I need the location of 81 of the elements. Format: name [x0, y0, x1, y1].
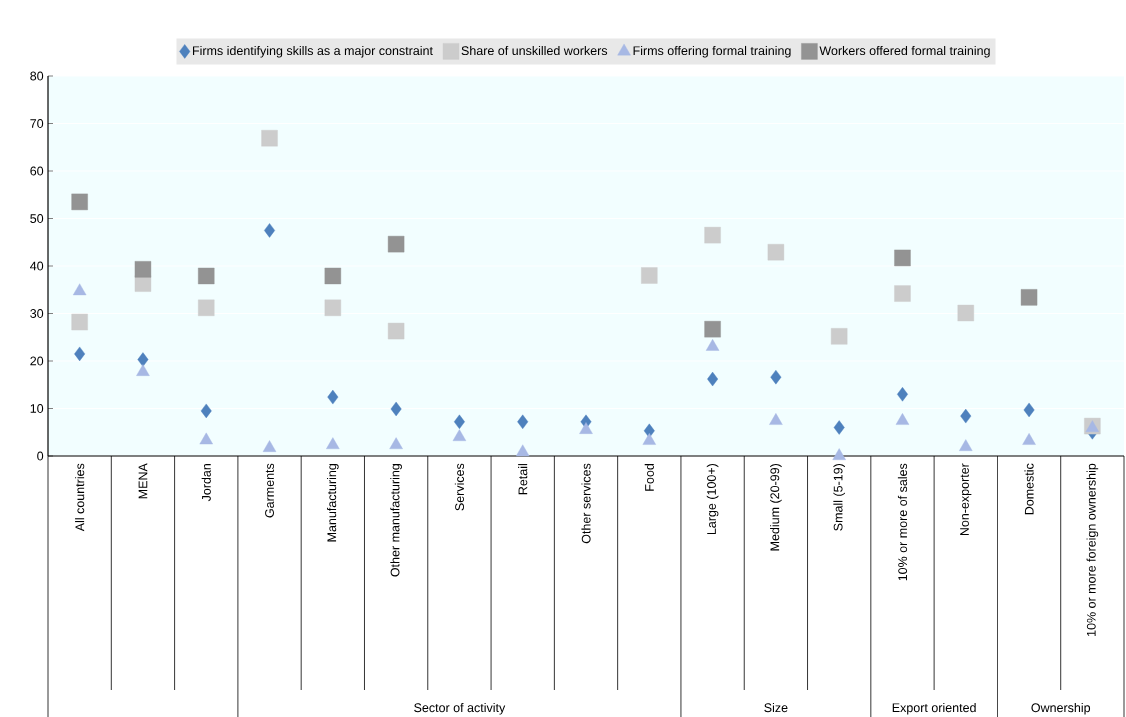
- point: [960, 408, 972, 424]
- point: [832, 448, 846, 460]
- x-tick-label: Services: [454, 463, 465, 511]
- point: [769, 412, 783, 425]
- y-tick-label: 50: [30, 213, 44, 223]
- x-tick-label: 10% or more of sales: [897, 463, 908, 581]
- point: [579, 421, 593, 434]
- point: [707, 371, 719, 387]
- y-tick-label: 20: [30, 356, 44, 366]
- x-tick-label: 10% or more foreign ownership: [1086, 463, 1099, 636]
- point: [830, 327, 848, 345]
- x-tick-label: Jordan: [201, 463, 211, 502]
- point: [199, 432, 213, 445]
- point: [517, 414, 529, 429]
- point: [516, 444, 530, 456]
- x-tick-label: Manufacturing: [327, 463, 339, 542]
- x-tick-label: Retail: [518, 463, 528, 494]
- point: [324, 299, 342, 316]
- point: [71, 193, 88, 210]
- legend-label: Workers offered formal training: [819, 45, 990, 58]
- point: [957, 304, 974, 322]
- point: [705, 338, 720, 351]
- point: [894, 285, 911, 302]
- point: [137, 352, 149, 367]
- point: [894, 249, 911, 266]
- point: [326, 437, 340, 449]
- point: [1020, 288, 1038, 306]
- point: [641, 267, 658, 284]
- text: Ownership: [1031, 702, 1091, 715]
- text: Sector of activity: [414, 702, 506, 715]
- x-tick-label: Medium (20-99): [770, 463, 782, 551]
- point: [895, 412, 910, 425]
- x-tick-label: Food: [644, 463, 654, 491]
- point: [134, 260, 152, 278]
- point: [767, 243, 785, 261]
- x-tick-label: Garments: [265, 463, 274, 518]
- point: [704, 226, 721, 244]
- y-tick-label: 10: [30, 403, 44, 413]
- legend-label: Firms offering formal training: [633, 45, 791, 58]
- x-tick-label: Large (100+): [706, 463, 719, 534]
- point: [833, 420, 845, 435]
- point: [198, 299, 215, 316]
- point: [136, 364, 150, 376]
- x-tick-label: Other manufacturing: [390, 463, 402, 577]
- x-tick-label: MENA: [138, 463, 148, 499]
- text: Export oriented: [892, 702, 976, 715]
- point: [327, 389, 339, 405]
- point: [71, 313, 88, 331]
- point: [642, 432, 656, 445]
- x-tick-label: Non-exporter: [960, 463, 972, 535]
- point: [198, 267, 215, 284]
- point: [74, 346, 86, 361]
- point: [200, 403, 212, 418]
- point: [390, 401, 402, 416]
- x-tick-label: Small (5-19): [833, 463, 846, 531]
- point: [452, 429, 467, 441]
- point: [1023, 402, 1035, 417]
- legend-label: Share of unskilled workers: [461, 45, 608, 55]
- text: Size: [764, 702, 788, 712]
- y-tick-label: 30: [30, 308, 44, 318]
- point: [387, 235, 405, 253]
- x-tick-label: Other services: [581, 463, 591, 543]
- point: [261, 129, 278, 147]
- point: [959, 439, 973, 451]
- point: [72, 283, 87, 295]
- y-tick-label: 0: [37, 451, 44, 461]
- point: [262, 440, 277, 452]
- point: [387, 322, 405, 340]
- x-tick-label: All countries: [75, 463, 85, 532]
- x-tick-label: Domestic: [1024, 463, 1034, 515]
- point: [704, 320, 721, 338]
- y-tick-label: 40: [30, 261, 44, 271]
- legend-label: Firms identifying skills as a major constraint: [193, 45, 433, 58]
- point: [324, 267, 342, 284]
- point: [389, 437, 403, 449]
- point: [453, 414, 465, 429]
- y-tick-label: 70: [30, 118, 44, 128]
- y-tick-label: 60: [30, 166, 44, 176]
- y-tick-label: 80: [30, 71, 44, 81]
- point: [1022, 432, 1036, 445]
- point: [770, 369, 782, 385]
